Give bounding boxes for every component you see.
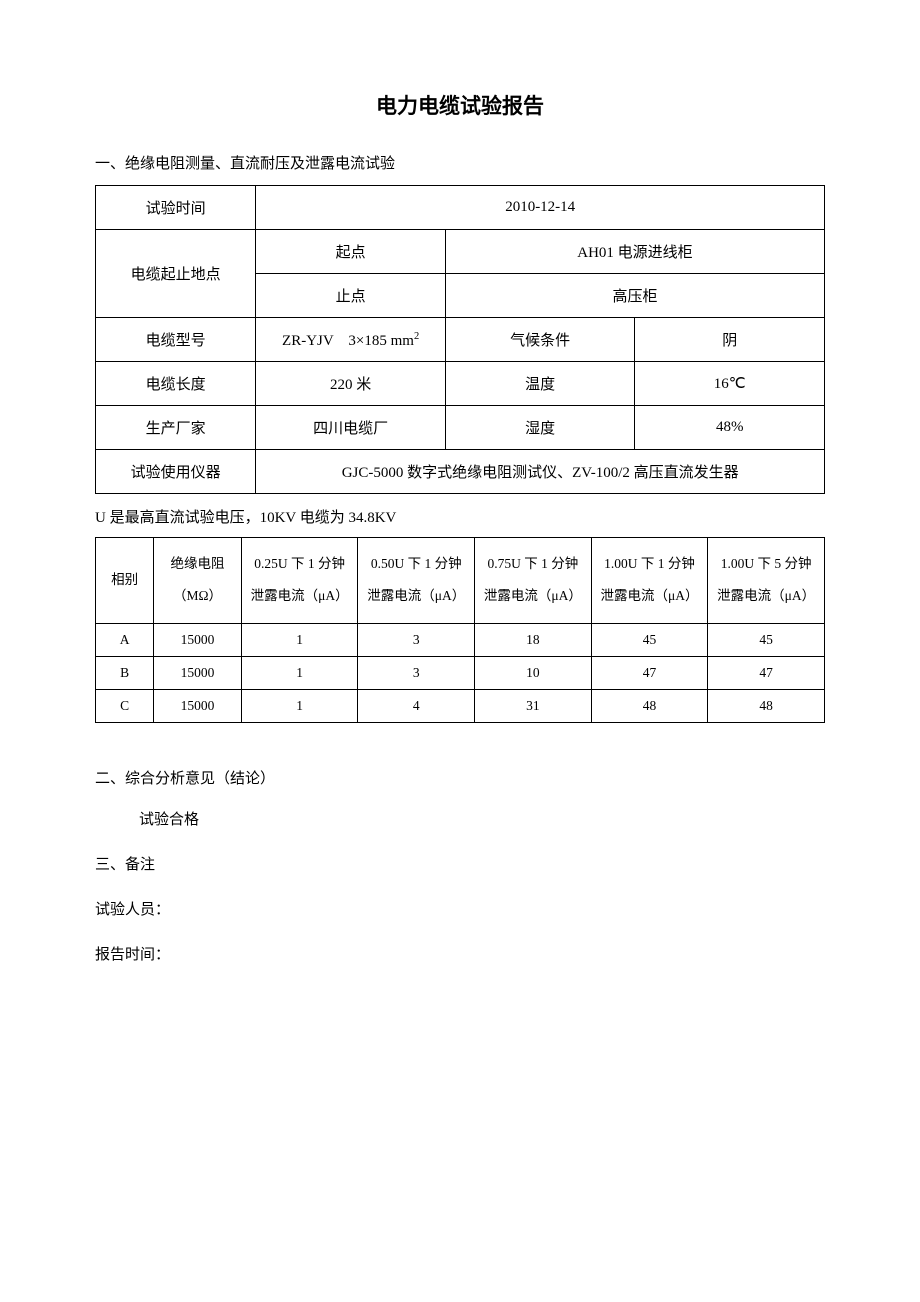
col-resistance-l2: （MΩ） (173, 588, 222, 603)
cell-phase: C (96, 689, 154, 722)
cell-temp-label: 温度 (445, 362, 635, 406)
cell-phase: B (96, 656, 154, 689)
cell-050: 3 (358, 656, 475, 689)
cell-100-5: 45 (708, 623, 825, 656)
model-value-text: ZR-YJV 3×185 mm (282, 333, 414, 349)
cell-maker-label: 生产厂家 (96, 406, 256, 450)
cell-weather-value: 阴 (635, 318, 825, 362)
section-2-heading: 二、综合分析意见（结论） (95, 767, 825, 788)
col-050u-l2: 泄露电流（μA） (367, 588, 465, 603)
col-075u-l2: 泄露电流（μA） (484, 588, 582, 603)
cell-100-1: 45 (591, 623, 708, 656)
cell-025: 1 (241, 623, 358, 656)
cell-length-label: 电缆长度 (96, 362, 256, 406)
col-050u: 0.50U 下 1 分钟 泄露电流（μA） (358, 538, 475, 624)
cell-time-value: 2010-12-14 (256, 186, 825, 230)
col-025u-l1: 0.25U 下 1 分钟 (254, 556, 345, 571)
cell-resistance: 15000 (154, 656, 241, 689)
conclusion-text: 试验合格 (139, 808, 825, 829)
cell-humidity-label: 湿度 (445, 406, 635, 450)
table-row: 电缆长度 220 米 温度 16℃ (96, 362, 825, 406)
table-row: A 15000 1 3 18 45 45 (96, 623, 825, 656)
voltage-note: U 是最高直流试验电压，10KV 电缆为 34.8KV (95, 506, 825, 527)
cell-humidity-value: 48% (635, 406, 825, 450)
table-row: 试验使用仪器 GJC-5000 数字式绝缘电阻测试仪、ZV-100/2 高压直流… (96, 450, 825, 494)
cell-start-value: AH01 电源进线柜 (445, 230, 824, 274)
table-row: 电缆起止地点 起点 AH01 电源进线柜 (96, 230, 825, 274)
table-row: 生产厂家 四川电缆厂 湿度 48% (96, 406, 825, 450)
col-025u: 0.25U 下 1 分钟 泄露电流（μA） (241, 538, 358, 624)
table-row: 电缆型号 ZR-YJV 3×185 mm2 气候条件 阴 (96, 318, 825, 362)
data-table: 相别 绝缘电阻 （MΩ） 0.25U 下 1 分钟 泄露电流（μA） 0.50U… (95, 537, 825, 723)
cell-resistance: 15000 (154, 689, 241, 722)
cell-start-label: 起点 (256, 230, 446, 274)
info-table: 试验时间 2010-12-14 电缆起止地点 起点 AH01 电源进线柜 止点 … (95, 185, 825, 494)
table-row: 试验时间 2010-12-14 (96, 186, 825, 230)
cell-025: 1 (241, 656, 358, 689)
section-3-heading: 三、备注 (95, 853, 825, 874)
cell-075: 31 (475, 689, 592, 722)
conclusion-block: 二、综合分析意见（结论） 试验合格 三、备注 试验人员： 报告时间： (95, 767, 825, 964)
col-resistance-l1: 绝缘电阻 (171, 556, 225, 571)
cell-model-value: ZR-YJV 3×185 mm2 (256, 318, 446, 362)
section-1-heading: 一、绝缘电阻测量、直流耐压及泄露电流试验 (95, 152, 825, 173)
col-phase: 相别 (96, 538, 154, 624)
cell-location-label: 电缆起止地点 (96, 230, 256, 318)
report-time-label: 报告时间： (95, 943, 825, 964)
table-row: B 15000 1 3 10 47 47 (96, 656, 825, 689)
table-row: C 15000 1 4 31 48 48 (96, 689, 825, 722)
col-100u1-l2: 泄露电流（μA） (600, 588, 698, 603)
cell-050: 4 (358, 689, 475, 722)
cell-phase: A (96, 623, 154, 656)
cell-instrument-value: GJC-5000 数字式绝缘电阻测试仪、ZV-100/2 高压直流发生器 (256, 450, 825, 494)
col-075u-l1: 0.75U 下 1 分钟 (487, 556, 578, 571)
table-header-row: 相别 绝缘电阻 （MΩ） 0.25U 下 1 分钟 泄露电流（μA） 0.50U… (96, 538, 825, 624)
cell-025: 1 (241, 689, 358, 722)
cell-050: 3 (358, 623, 475, 656)
cell-model-label: 电缆型号 (96, 318, 256, 362)
col-100u5: 1.00U 下 5 分钟 泄露电流（μA） (708, 538, 825, 624)
cell-time-label: 试验时间 (96, 186, 256, 230)
cell-075: 10 (475, 656, 592, 689)
cell-maker-value: 四川电缆厂 (256, 406, 446, 450)
cell-instrument-label: 试验使用仪器 (96, 450, 256, 494)
cell-100-5: 48 (708, 689, 825, 722)
report-title: 电力电缆试验报告 (95, 90, 825, 120)
cell-075: 18 (475, 623, 592, 656)
model-value-sup: 2 (414, 331, 419, 342)
cell-temp-value: 16℃ (635, 362, 825, 406)
col-100u5-l1: 1.00U 下 5 分钟 (721, 556, 812, 571)
col-100u1-l1: 1.00U 下 1 分钟 (604, 556, 695, 571)
col-075u: 0.75U 下 1 分钟 泄露电流（μA） (475, 538, 592, 624)
cell-100-1: 48 (591, 689, 708, 722)
cell-resistance: 15000 (154, 623, 241, 656)
cell-length-value: 220 米 (256, 362, 446, 406)
cell-end-value: 高压柜 (445, 274, 824, 318)
cell-100-1: 47 (591, 656, 708, 689)
col-resistance: 绝缘电阻 （MΩ） (154, 538, 241, 624)
col-100u5-l2: 泄露电流（μA） (717, 588, 815, 603)
col-050u-l1: 0.50U 下 1 分钟 (371, 556, 462, 571)
col-025u-l2: 泄露电流（μA） (251, 588, 349, 603)
cell-end-label: 止点 (256, 274, 446, 318)
cell-100-5: 47 (708, 656, 825, 689)
tester-label: 试验人员： (95, 898, 825, 919)
cell-weather-label: 气候条件 (445, 318, 635, 362)
col-100u1: 1.00U 下 1 分钟 泄露电流（μA） (591, 538, 708, 624)
